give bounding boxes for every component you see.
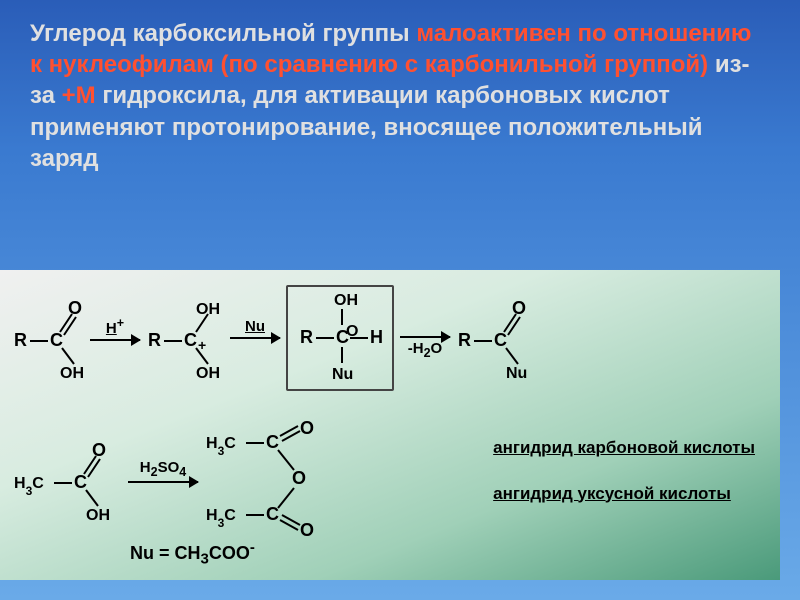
svg-text:R: R <box>148 330 161 350</box>
arrow-4: H2SO4 <box>128 459 198 502</box>
mol-rcooh: R C O OH <box>12 298 84 378</box>
arrow-1-label: H+ <box>106 316 124 337</box>
svg-text:Nu: Nu <box>506 365 527 382</box>
mol-intermediate: OH R C H Nu O <box>286 285 394 391</box>
svg-text:C: C <box>50 330 63 350</box>
header-text: Углерод карбоксильной группы малоактивен… <box>0 0 800 184</box>
svg-text:O: O <box>92 440 106 460</box>
header-highlight2: +М <box>62 82 96 109</box>
svg-text:H: H <box>370 327 383 347</box>
svg-text:OH: OH <box>196 365 220 382</box>
svg-text:H3C: H3C <box>206 507 236 530</box>
svg-text:O: O <box>512 298 526 318</box>
mol-acetic-acid: H3C C O OH <box>12 440 122 520</box>
arrow-2: Nu <box>230 318 280 358</box>
svg-text:O: O <box>68 298 82 318</box>
mol-rcoh2: R C + OH OH <box>146 298 224 378</box>
reaction-row-2: H3C C O OH H2SO4 H3C C <box>10 420 346 540</box>
svg-text:R: R <box>300 327 313 347</box>
svg-text:C: C <box>266 504 279 524</box>
mol-acetic-anhydride: H3C C O O C H3C O <box>204 420 344 540</box>
svg-text:OH: OH <box>334 292 358 309</box>
reaction-panel: R C O OH H+ R C + OH <box>0 270 780 580</box>
svg-text:OH: OH <box>86 507 110 524</box>
arrow-4-label: H2SO4 <box>140 459 186 479</box>
svg-text:OH: OH <box>60 365 84 382</box>
mol-rconu: R C O Nu <box>456 298 534 378</box>
header-part3: гидроксила, для активации карбоновых кис… <box>30 82 702 171</box>
svg-text:O: O <box>300 418 314 438</box>
svg-text:+: + <box>198 337 206 353</box>
anhydride-labels: ангидрид карбоновой кислоты ангидрид укс… <box>493 435 755 506</box>
reaction-row-1: R C O OH H+ R C + OH <box>10 285 536 391</box>
svg-text:Nu: Nu <box>332 366 353 383</box>
svg-text:H3C: H3C <box>206 435 236 458</box>
svg-text:C: C <box>494 330 507 350</box>
header-part1: Углерод карбоксильной группы <box>30 20 416 47</box>
svg-text:C: C <box>184 330 197 350</box>
svg-text:O: O <box>300 520 314 540</box>
nu-equals: Nu = CH3COO- <box>130 539 255 568</box>
svg-text:C: C <box>266 432 279 452</box>
arrow-3: -H2O <box>400 317 450 360</box>
anhydride-label-1: ангидрид карбоновой кислоты <box>493 435 755 461</box>
svg-text:C: C <box>74 472 87 492</box>
svg-text:H3C: H3C <box>14 475 44 498</box>
arrow-3-label: -H2O <box>408 340 442 360</box>
arrow-1: H+ <box>90 316 140 360</box>
svg-text:O: O <box>292 468 306 488</box>
svg-text:R: R <box>14 330 27 350</box>
anhydride-label-2: ангидрид уксусной кислоты <box>493 481 755 507</box>
svg-text:R: R <box>458 330 471 350</box>
arrow-2-label: Nu <box>245 318 265 335</box>
svg-text:OH: OH <box>196 301 220 318</box>
